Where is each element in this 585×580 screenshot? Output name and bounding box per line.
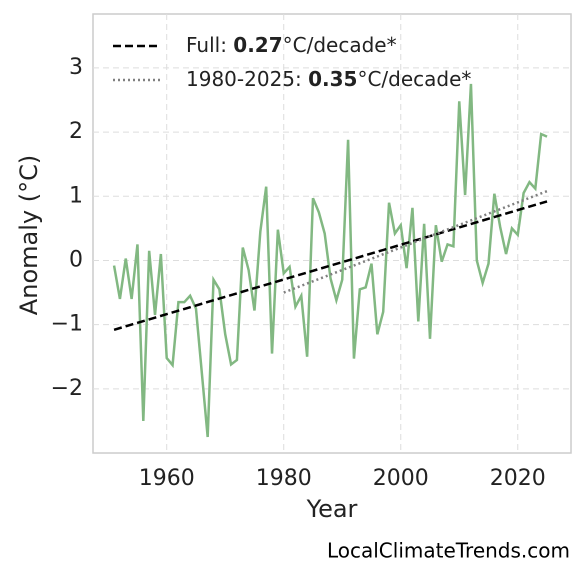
- legend-label: 1980-2025: 0.35°C/decade*: [186, 67, 471, 91]
- y-tick-label: 2: [69, 119, 83, 144]
- legend-unit: °C/decade*: [283, 33, 397, 57]
- y-axis-label: Anomaly (°C): [15, 155, 43, 315]
- legend-item: Full: 0.27°C/decade*: [113, 33, 397, 57]
- x-tick-label: 2000: [373, 466, 429, 491]
- y-tick-label: 0: [69, 247, 83, 272]
- grid: [93, 14, 571, 453]
- legend-name: Full:: [186, 33, 233, 57]
- x-tick-label: 1980: [256, 466, 312, 491]
- legend-name: 1980-2025:: [186, 67, 308, 91]
- x-tick-label: 1960: [139, 466, 195, 491]
- y-tick-label: −2: [51, 376, 83, 401]
- legend-unit: °C/decade*: [357, 67, 471, 91]
- y-tick-label: −1: [51, 312, 83, 337]
- legend-slope: 0.35: [308, 67, 357, 91]
- data-line: [112, 83, 548, 438]
- source: LocalClimateTrends.com: [327, 539, 570, 563]
- y-tick-label: 3: [69, 55, 83, 80]
- x-axis-label: Year: [306, 495, 358, 523]
- trend-line: [113, 200, 548, 331]
- y-tick-label: 1: [69, 183, 83, 208]
- trend-line: [283, 189, 548, 294]
- legend-item: 1980-2025: 0.35°C/decade*: [113, 67, 471, 91]
- legend-label: Full: 0.27°C/decade*: [186, 33, 397, 57]
- x-tick-label: 2020: [490, 466, 546, 491]
- legend-slope: 0.27: [233, 33, 282, 57]
- plot-frame: [92, 13, 572, 454]
